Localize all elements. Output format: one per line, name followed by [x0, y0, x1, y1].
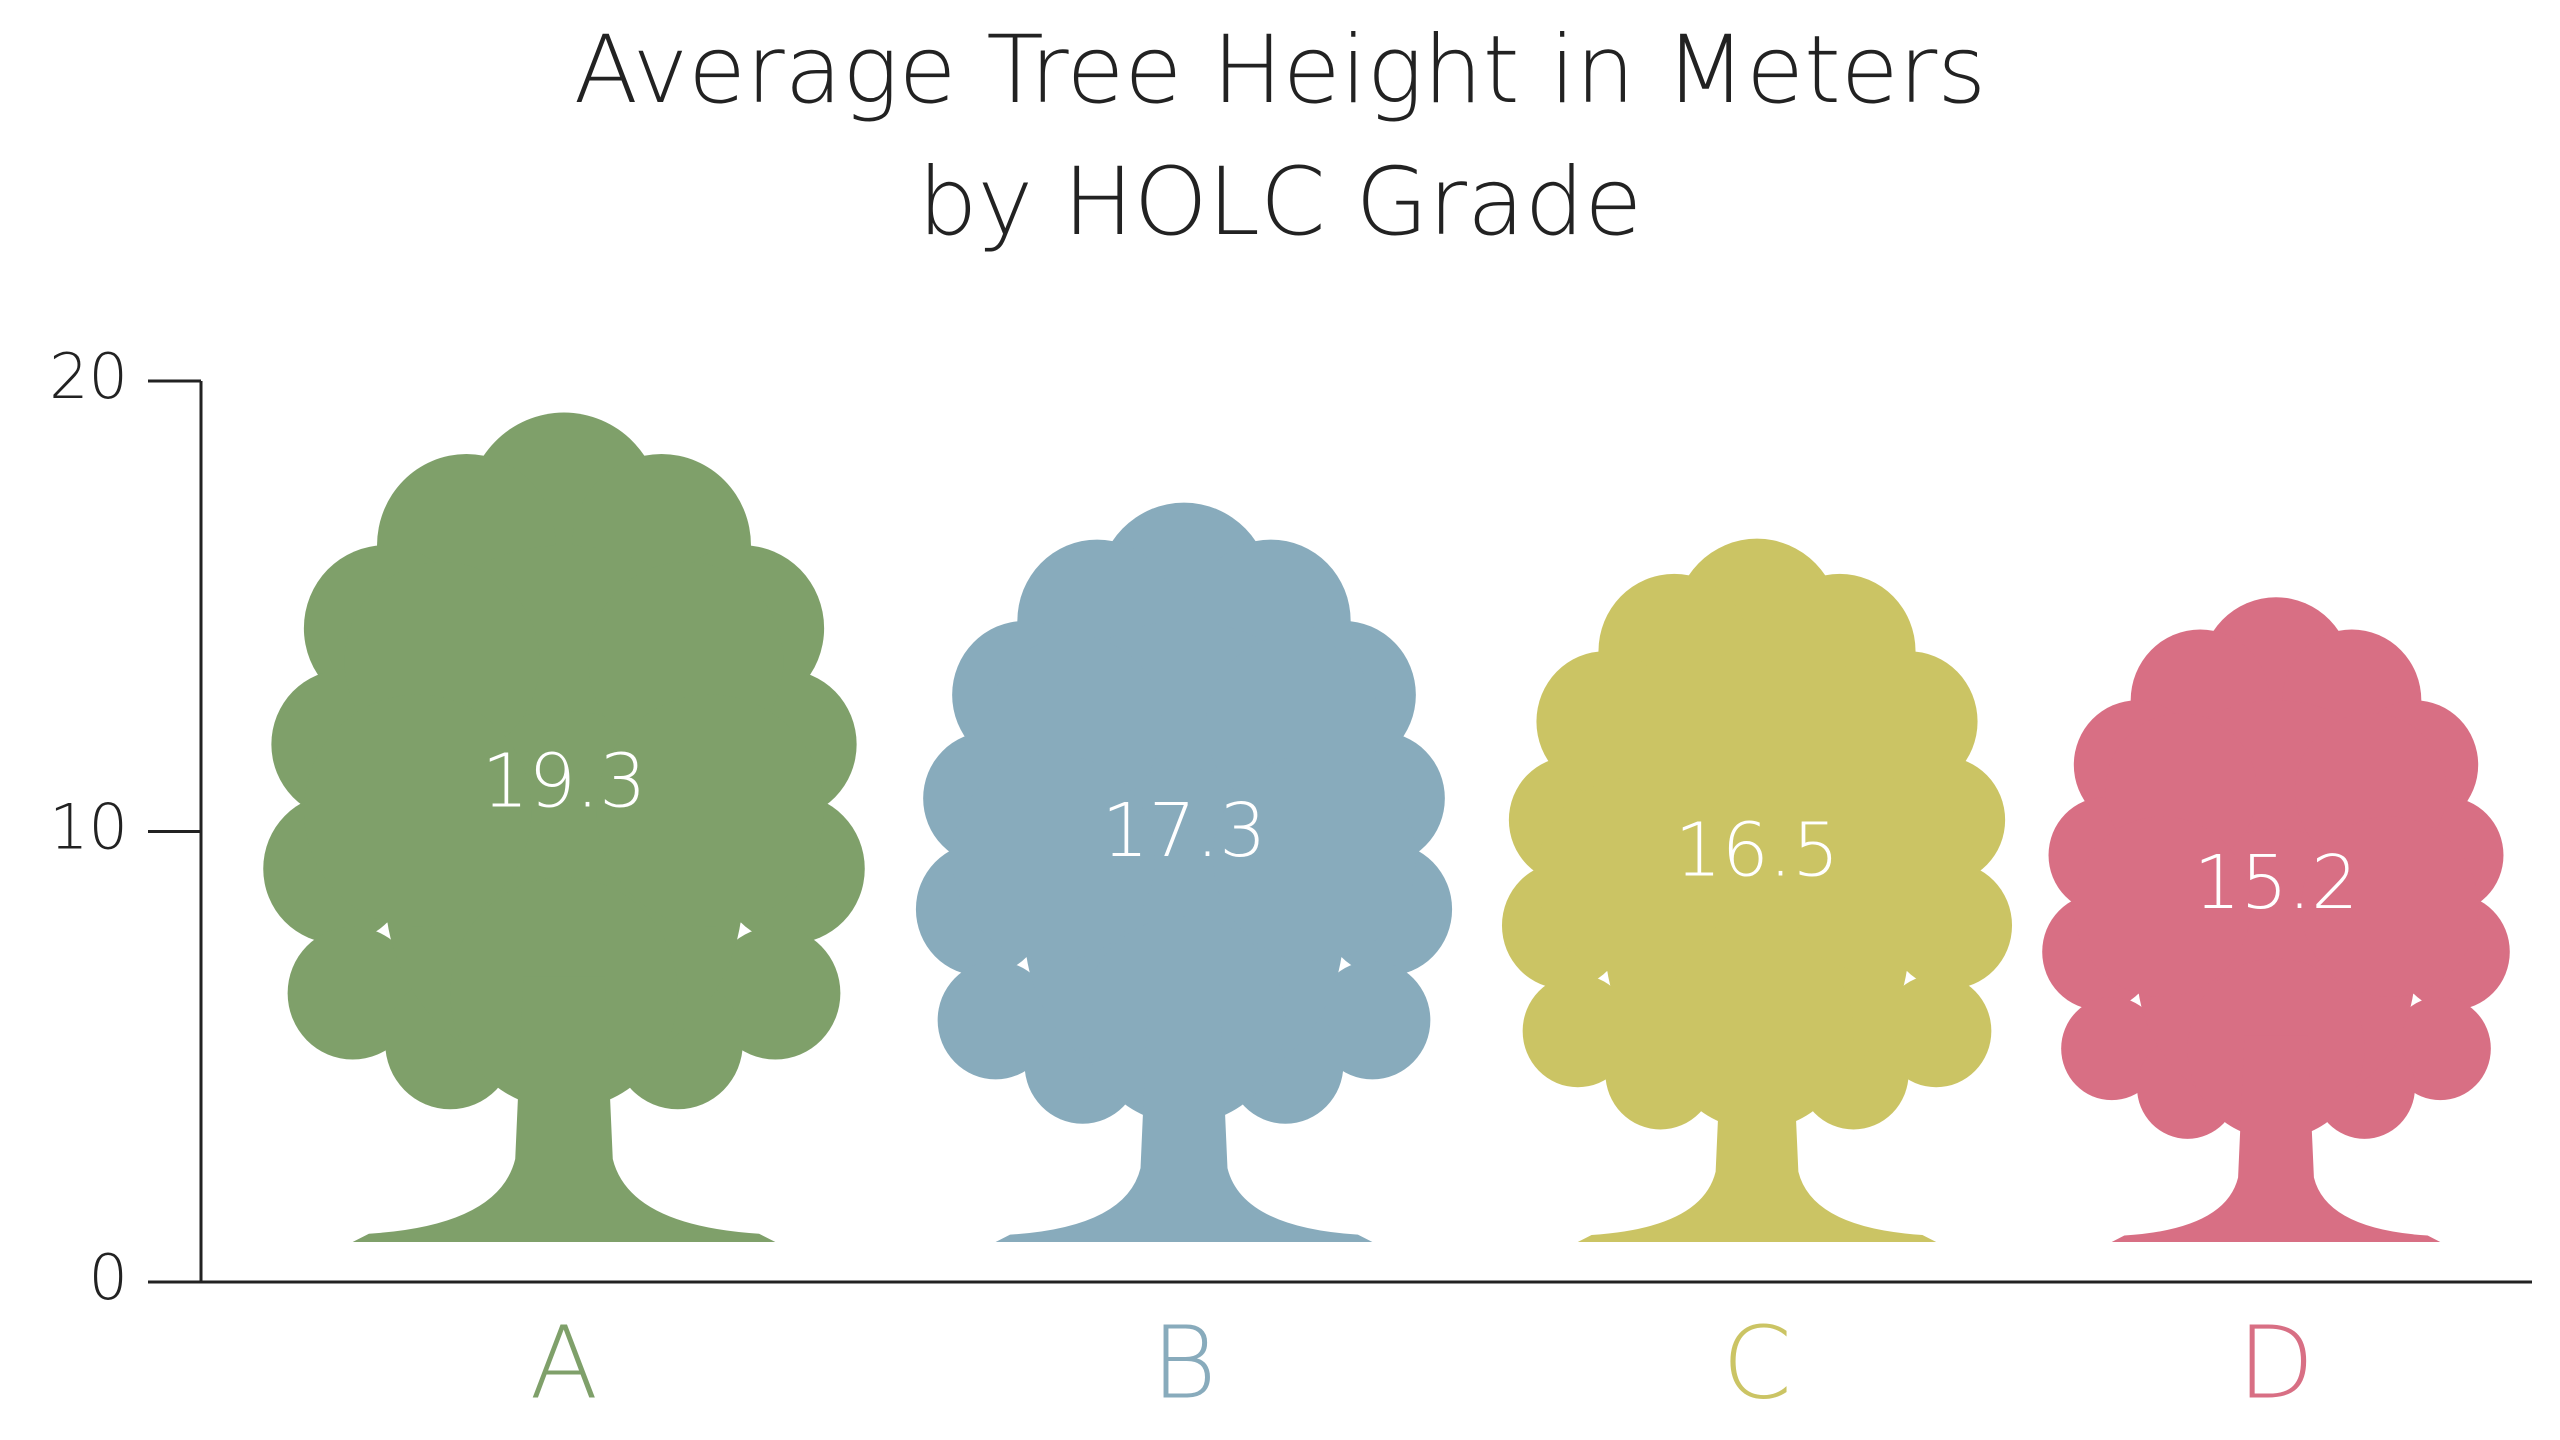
tree-canopy	[1212, 754, 1416, 962]
tree-canopy	[1522, 974, 1633, 1088]
x-tick-label: D	[2237, 1304, 2314, 1421]
value-label: 17.3	[1102, 788, 1267, 874]
tree-canopy	[937, 961, 1054, 1080]
tree-bar	[2042, 597, 2510, 1242]
tree-canopy	[596, 694, 825, 927]
tree-bar	[1501, 538, 2013, 1242]
tree-bar	[263, 412, 865, 1242]
tree-canopy	[2073, 816, 2251, 997]
tree-canopy	[287, 926, 418, 1060]
tree-canopy	[2301, 816, 2479, 997]
chart-title: Average Tree Height in Meters	[574, 16, 1987, 125]
tree-canopy	[2389, 996, 2491, 1101]
y-tick-label: 20	[49, 340, 128, 413]
tree-trunk	[1577, 1016, 1937, 1242]
x-tick-label: A	[530, 1304, 598, 1421]
y-tick-label: 0	[89, 1241, 128, 1314]
tree-canopy	[1784, 777, 1978, 975]
tree-trunk	[352, 976, 776, 1242]
tree-canopy	[2061, 996, 2163, 1101]
tree-trunk	[2111, 1035, 2441, 1242]
chart-title: by HOLC Grade	[918, 148, 1642, 257]
tree-canopy	[303, 694, 532, 927]
tree-trunk	[995, 1005, 1373, 1242]
tree-canopy	[1536, 777, 1730, 975]
tree-canopy	[1881, 974, 1992, 1088]
value-label: 16.5	[1675, 808, 1840, 894]
x-tick-label: C	[1722, 1304, 1792, 1421]
tree-canopy	[952, 754, 1156, 962]
x-tick-label: B	[1151, 1304, 1216, 1421]
tree-bar	[915, 502, 1453, 1242]
tree-canopy	[1314, 961, 1431, 1080]
value-label: 15.2	[2194, 840, 2359, 926]
tree-canopy	[710, 926, 841, 1060]
value-label: 19.3	[482, 738, 647, 824]
y-tick-label: 10	[49, 791, 128, 864]
